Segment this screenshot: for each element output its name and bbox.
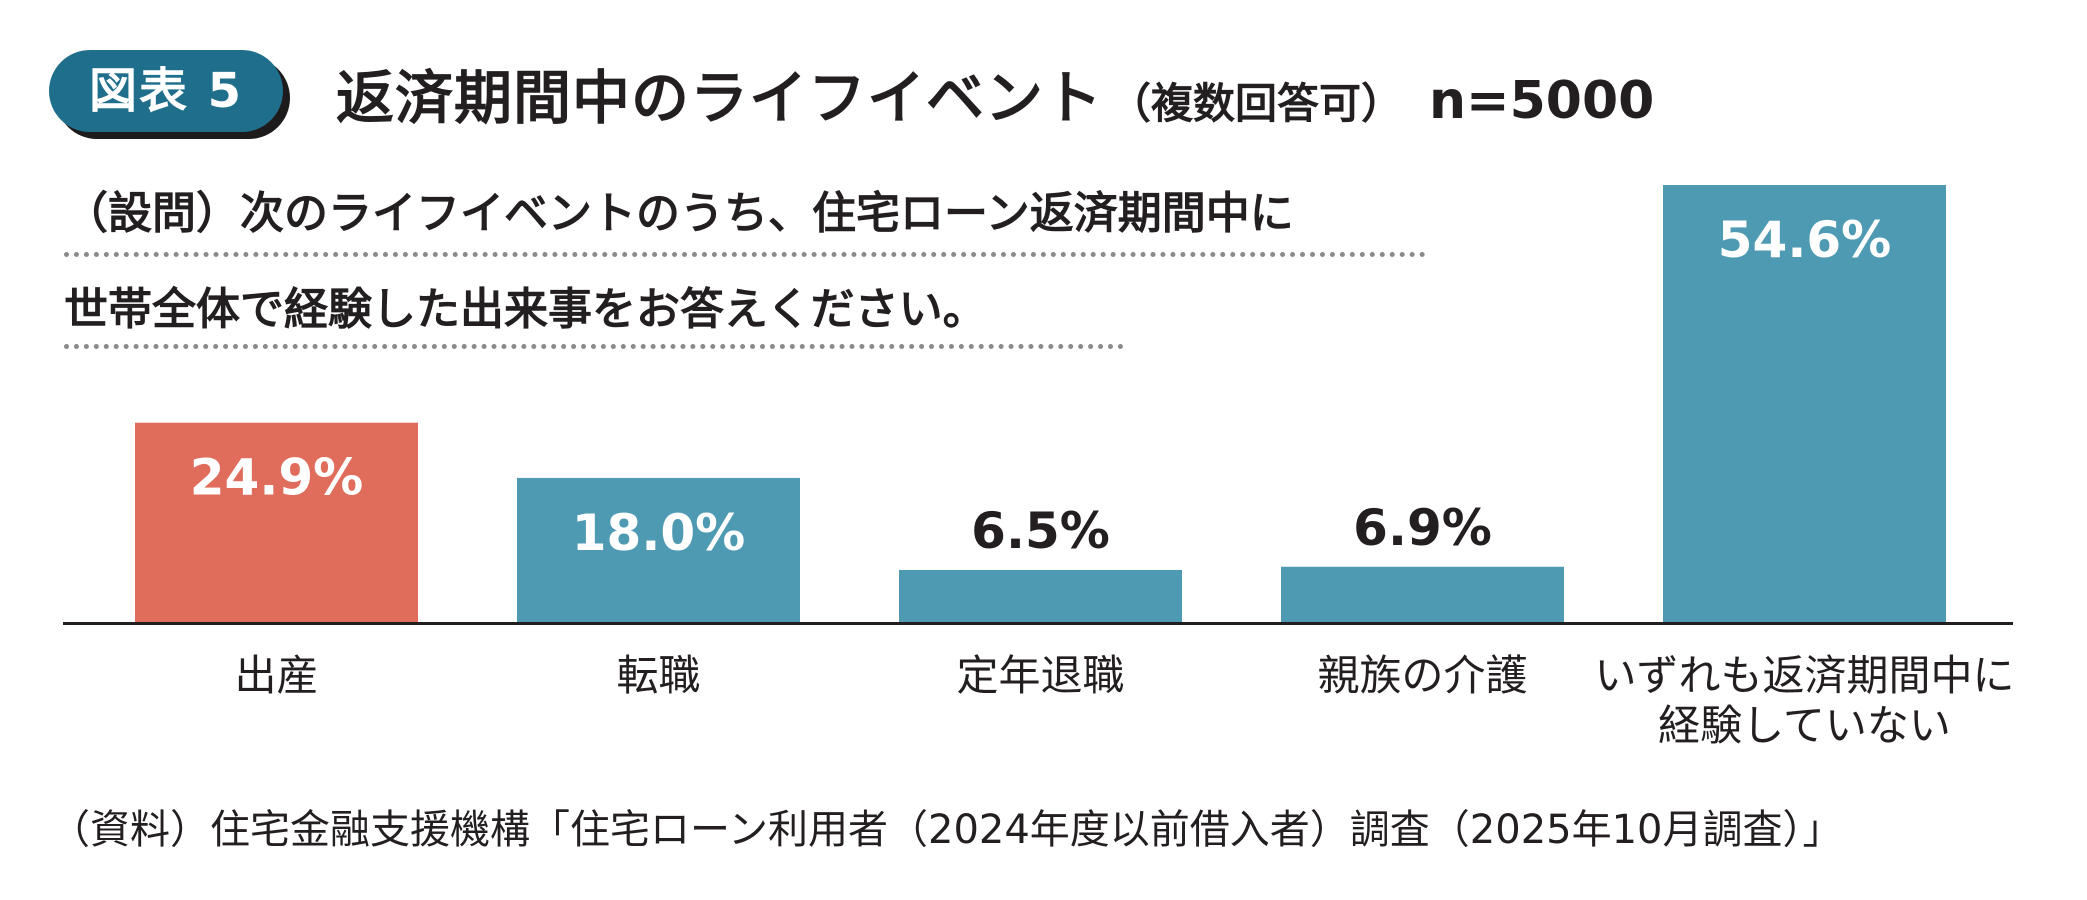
bar-value-label-3: 6.9% [1353, 499, 1492, 557]
question-line-1: （設問）次のライフイベントのうち、住宅ローン返済期間中に [64, 188, 1294, 239]
category-label-2: 定年退職 [956, 651, 1124, 700]
chart-title: 返済期間中のライフイベント （複数回答可） n=5000 [336, 58, 1654, 138]
title-main: 返済期間中のライフイベント [336, 64, 1104, 132]
dotted-underline-1 [64, 252, 1426, 257]
bar-3 [1281, 566, 1564, 622]
bar-4 [1663, 185, 1946, 622]
source-note: （資料）住宅金融支援機構「住宅ローン利用者（2024年度以前借入者）調査（202… [50, 807, 1843, 853]
title-subtitle: （複数回答可） [1109, 79, 1404, 128]
category-label-3: 親族の介護 [1317, 651, 1527, 700]
bar-value-label-4: 54.6% [1718, 211, 1891, 269]
question-line-2: 世帯全体で経験した出来事をお答えください。 [64, 284, 987, 335]
category-label-1: 転職 [616, 651, 700, 700]
bar-value-label-2: 6.5% [971, 502, 1110, 560]
bar-chart: 24.9% 出産 18.0% 転職 6.5% 定年退職 6.9% 親族の介護 54.6% いずれも… [63, 185, 2015, 750]
sample-size: n=5000 [1429, 71, 1655, 131]
bar-1 [517, 477, 800, 622]
bar-value-label-1: 18.0% [572, 504, 745, 562]
bar-0 [135, 422, 418, 622]
figure-badge: 図表 5 [49, 50, 283, 132]
dotted-underline-2 [64, 344, 1124, 349]
category-label-4: いずれも返済期間中に経験していない [1594, 651, 2014, 750]
category-label-0: 出産 [234, 651, 318, 700]
bar-value-label-0: 24.9% [190, 449, 363, 507]
bar-2 [899, 569, 1182, 622]
